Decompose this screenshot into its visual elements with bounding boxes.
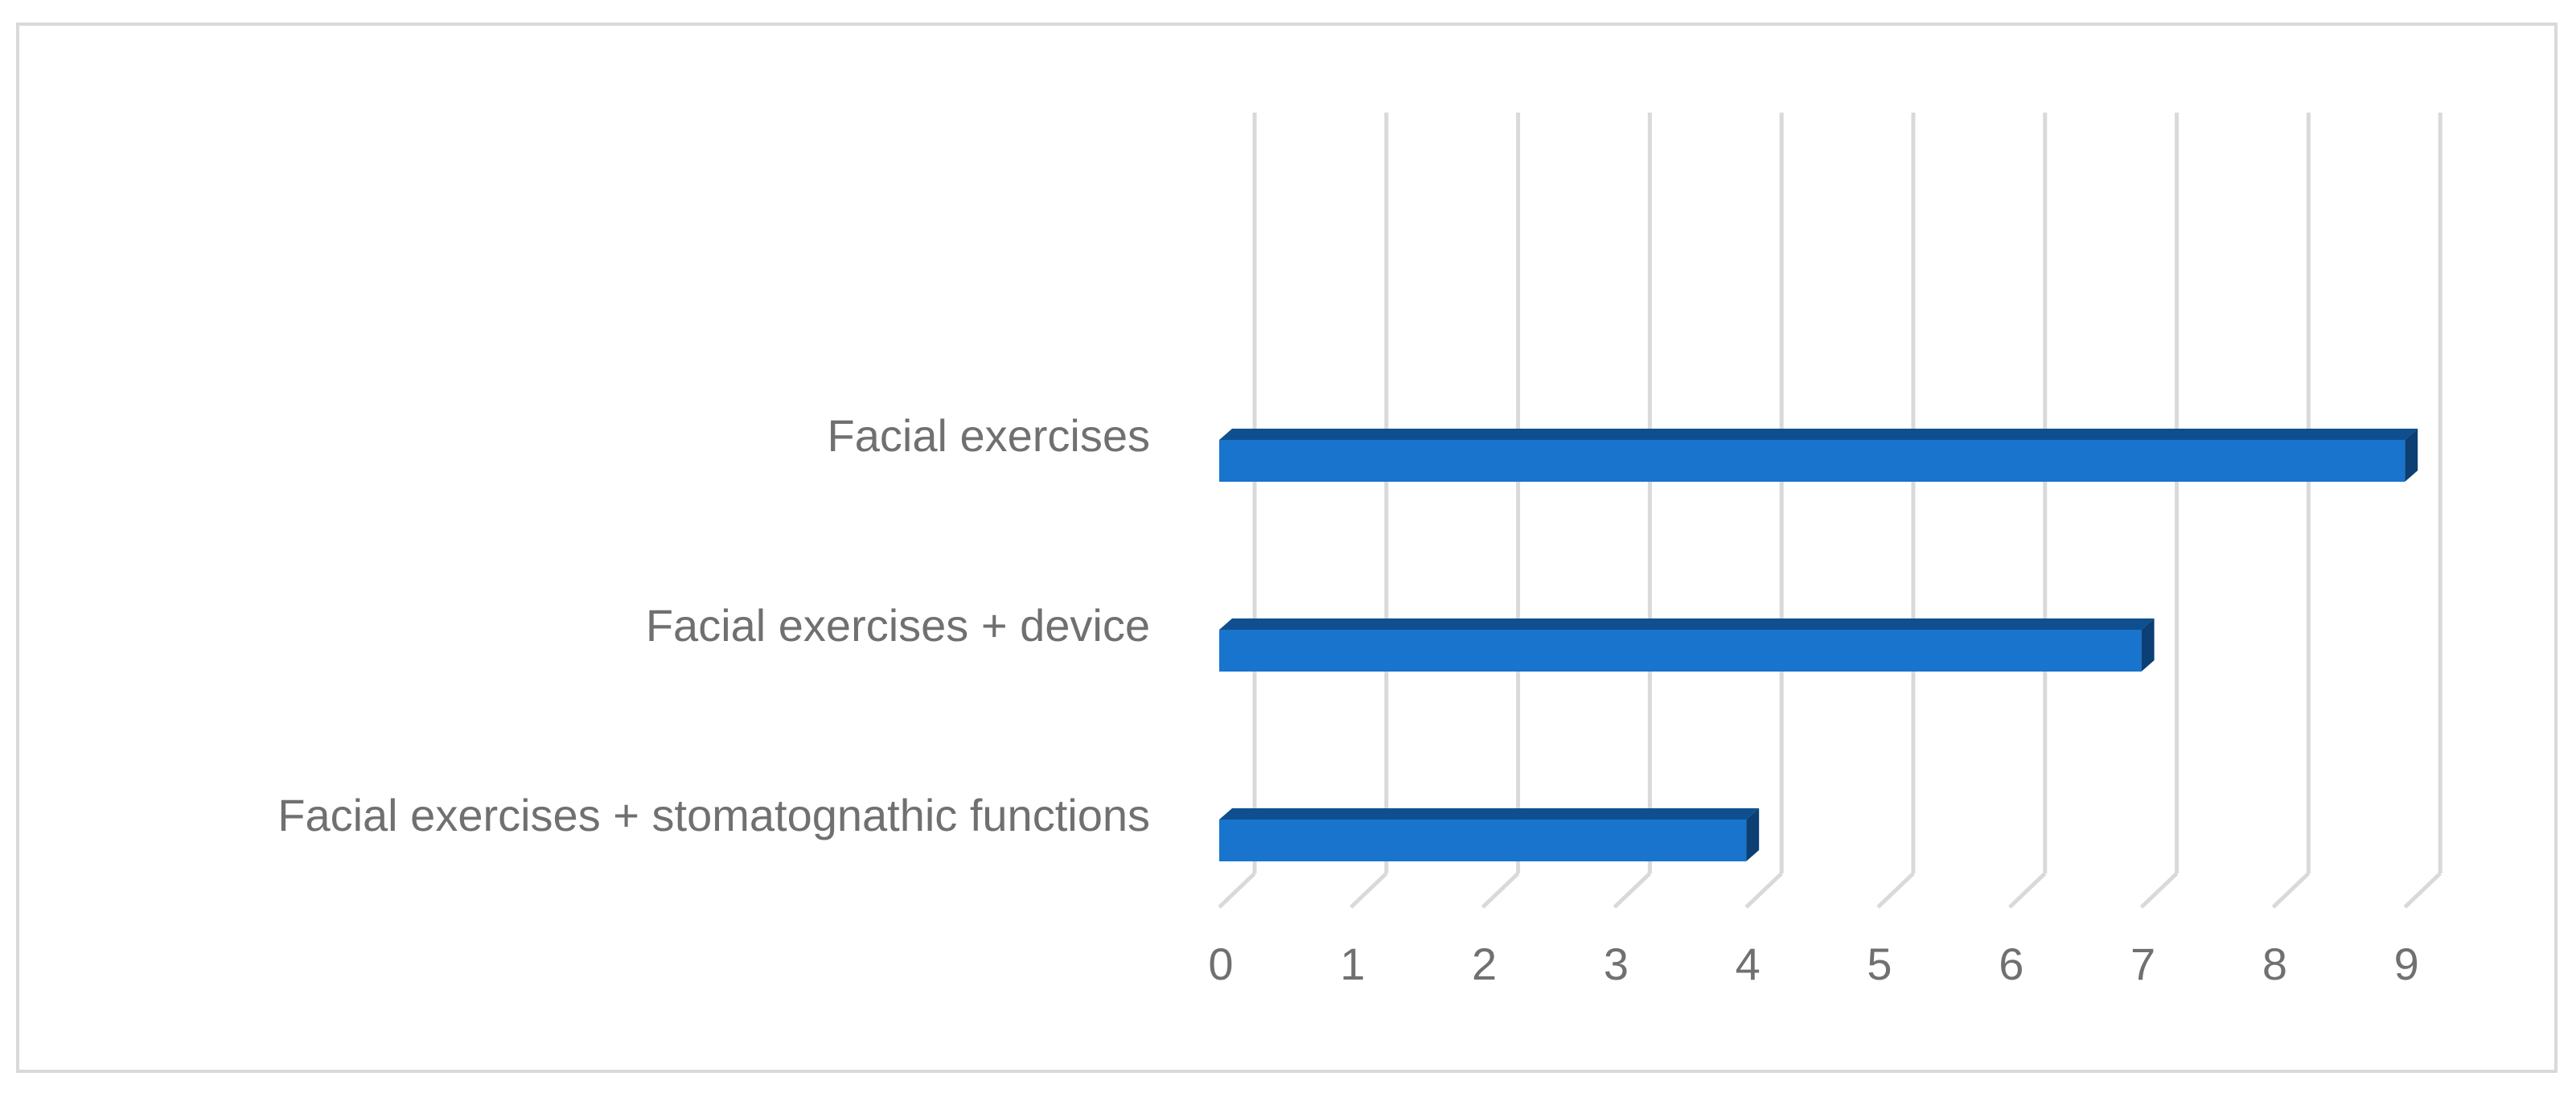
gridline-floor (2139, 872, 2179, 909)
bar-top-face (1219, 618, 2155, 630)
x-tick-label: 0 (1208, 939, 1233, 989)
gridline-floor (1350, 872, 1388, 909)
gridline-floor (1876, 872, 1915, 909)
bar-side-face (1746, 808, 1760, 861)
category-labels: Facial exercises Facial exercises + devic… (277, 410, 1150, 840)
x-tick-label: 1 (1340, 939, 1365, 989)
gridlines (1218, 113, 2442, 909)
x-tick-label: 7 (2130, 939, 2155, 989)
x-axis-tick-labels: 0 1 2 3 4 5 6 7 8 9 (1208, 939, 2418, 989)
bar-top-face (1219, 808, 1760, 820)
gridline-floor (2403, 872, 2442, 909)
gridline-floor (1613, 872, 1652, 909)
gridline-floor (1218, 872, 1256, 909)
gridline-floor (2008, 872, 2047, 909)
x-tick-label: 6 (1999, 939, 2023, 989)
category-label: Facial exercises + stomatognathic functi… (277, 790, 1150, 840)
chart-frame (16, 23, 2558, 1073)
bars (1219, 429, 2418, 861)
x-tick-label: 9 (2394, 939, 2419, 989)
x-tick-label: 4 (1736, 939, 1760, 989)
category-label: Facial exercises + device (646, 600, 1150, 651)
x-tick-label: 2 (1472, 939, 1497, 989)
x-tick-label: 8 (2262, 939, 2287, 989)
category-label: Facial exercises (828, 410, 1150, 461)
bar-front-face (1219, 630, 2142, 672)
bar-front-face (1219, 440, 2405, 482)
x-tick-label: 3 (1604, 939, 1629, 989)
bar-side-face (2141, 618, 2155, 672)
gridline-floor (1481, 872, 1520, 909)
bar (1219, 618, 2155, 672)
bar (1219, 808, 1760, 861)
gridline-floor (2271, 872, 2311, 909)
x-tick-label: 5 (1867, 939, 1892, 989)
bar-top-face (1219, 429, 2418, 440)
bar-side-face (2405, 429, 2418, 482)
bar-front-face (1219, 820, 1747, 861)
bar (1219, 429, 2418, 482)
gridline-floor (1744, 872, 1783, 909)
